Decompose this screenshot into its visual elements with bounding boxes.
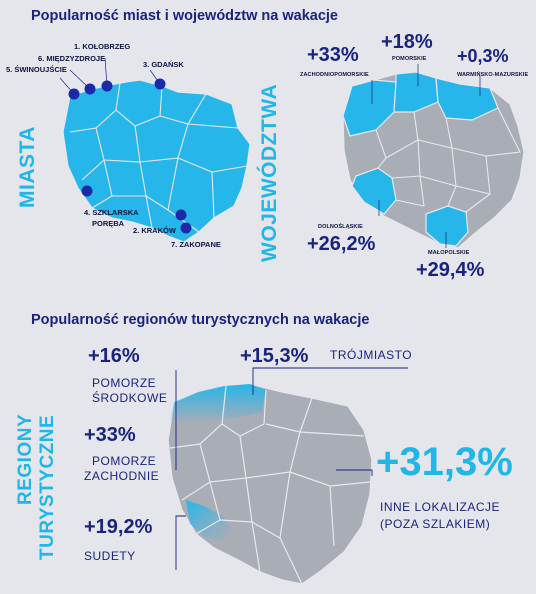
region-pct-pomorze-srodkowe: +16% — [88, 345, 140, 367]
region-label-trojmiasto: TRÓJMIASTO — [330, 348, 413, 362]
sudety-highlight — [186, 500, 232, 540]
region-warminsko-mazurskie — [435, 77, 499, 121]
city-label-miedzyzdroje: 6. MIĘDZYZDROJE — [38, 54, 106, 63]
region-pct-sudety: +19,2% — [84, 516, 153, 538]
cities-map-internal-borders — [69, 82, 248, 233]
voivodeships-internal-borders — [375, 107, 521, 213]
region-label-inne-lokalizacje-1: INNE LOKALIZACJE — [380, 500, 501, 514]
city-label-gdansk: 3. GDAŃSK — [143, 60, 184, 69]
section2-title: Popularność regionów turystycznych na wa… — [31, 312, 370, 328]
city-label-krakow: 2. KRAKÓW — [133, 226, 176, 235]
voiv-name-malopolskie: MAŁOPOLSKIE — [428, 250, 470, 256]
voivodeships-map — [342, 64, 525, 249]
region-zachodniopomorskie — [342, 79, 397, 137]
region-label-pomorze-zachodnie-2: ZACHODNIE — [84, 469, 160, 483]
region-label-inne-lokalizacje-2: (POZA SZLAKIEM) — [380, 517, 491, 531]
voiv-pct-malopolskie: +29,4% — [416, 259, 485, 281]
cities-map — [59, 57, 251, 243]
voiv-pct-dolnoslaskie: +26,2% — [307, 233, 376, 255]
city-dot-krakow — [175, 209, 187, 221]
voiv-pct-warminsko-mazurskie: +0,3% — [457, 46, 509, 66]
region-dolnoslaskie — [351, 167, 397, 215]
voiv-pct-zachodniopomorskie: +33% — [307, 44, 359, 66]
voiv-name-zachodniopomorskie: ZACHODNIOPOMORSKIE — [300, 72, 369, 78]
region-malopolskie — [425, 205, 469, 247]
city-dot-zakopane — [180, 222, 192, 234]
region-label-pomorze-srodkowe-1: POMORZE — [92, 376, 157, 390]
city-leader-lines — [59, 57, 161, 95]
region-label-sudety: SUDETY — [84, 549, 136, 563]
tourist-leader-lines — [175, 367, 408, 570]
city-label-szklarska: 4. SZKLARSKA — [84, 208, 139, 217]
regiony-vertical-label: REGIONY — [15, 413, 36, 505]
region-pct-pomorze-zachodnie: +33% — [84, 424, 136, 446]
city-label-zakopane: 7. ZAKOPANE — [171, 240, 221, 249]
region-label-pomorze-srodkowe-2: ŚRODKOWE — [92, 391, 168, 405]
city-dot-szklarska-poreba — [81, 185, 93, 197]
city-label-kolobrzeg: 1. KOŁOBRZEG — [74, 42, 131, 51]
city-label-poreba: PORĘBA — [92, 219, 125, 228]
tourist-regions-map — [167, 367, 408, 585]
voivodeship-leader-lines — [371, 64, 481, 248]
voiv-pct-pomorskie: +18% — [381, 31, 433, 53]
tourist-map-internal-borders — [169, 385, 371, 585]
region-pct-inne-lokalizacje: +31,3% — [376, 440, 513, 484]
voiv-name-warminsko-mazurskie: WARMIŃSKO-MAZURSKIE — [457, 72, 529, 78]
region-pct-trojmiasto: +15,3% — [240, 345, 309, 367]
coastal-highlight — [170, 384, 266, 424]
voiv-name-dolnoslaskie: DOLNOŚLĄSKIE — [318, 224, 363, 230]
turystyczne-vertical-label: TURYSTYCZNE — [37, 414, 58, 560]
voiv-name-pomorskie: POMORSKIE — [392, 56, 427, 62]
poland-outline-cities — [62, 79, 251, 243]
region-label-pomorze-zachodnie-1: POMORZE — [92, 454, 157, 468]
section1-title: Popularność miast i województw na wakacj… — [31, 8, 338, 24]
city-label-swinoujscie: 5. ŚWINOUJŚCIE — [6, 65, 67, 74]
